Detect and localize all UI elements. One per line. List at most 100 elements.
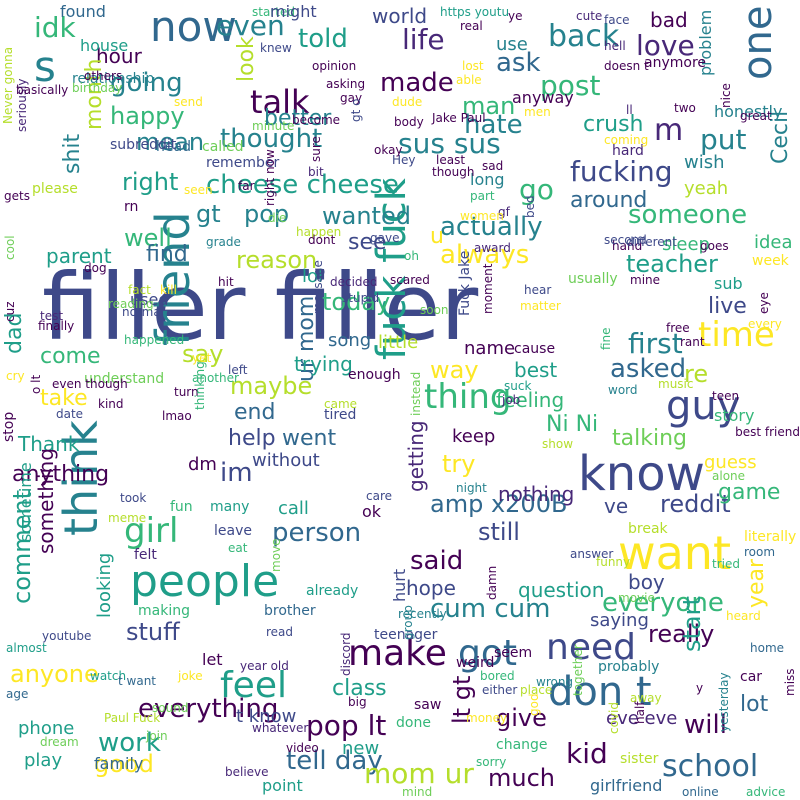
- word-cloud-word: reason: [236, 246, 318, 274]
- word-cloud-word: try: [442, 450, 476, 478]
- word-cloud-word: today: [322, 288, 391, 316]
- word-cloud-word: face: [604, 13, 630, 27]
- word-cloud-word: feel: [220, 665, 287, 706]
- word-cloud-word: new: [342, 738, 380, 759]
- word-cloud-word: use: [496, 34, 528, 55]
- word-cloud-word: said: [410, 546, 464, 576]
- word-cloud-word: hate: [464, 110, 523, 140]
- word-cloud-word: bit: [308, 165, 324, 179]
- word-cloud-word: o lt: [29, 374, 43, 394]
- word-cloud-word: name: [464, 338, 516, 359]
- word-cloud-word: soon: [420, 303, 449, 317]
- word-cloud-word: money: [466, 711, 508, 725]
- word-cloud-word: online: [682, 785, 719, 799]
- word-cloud-word: year old: [240, 659, 289, 673]
- word-cloud-word: instead: [409, 371, 423, 416]
- word-cloud-word: asked: [610, 354, 687, 384]
- word-cloud-word: Jake Paul: [432, 111, 486, 125]
- word-cloud-word: world: [372, 4, 428, 28]
- word-cloud-word: award: [474, 241, 511, 255]
- word-cloud-word: wish: [684, 152, 725, 173]
- word-cloud-word: maybe: [230, 372, 313, 400]
- word-cloud-word: started: [252, 5, 295, 19]
- word-cloud-word: anything: [12, 462, 110, 487]
- word-cloud-word: read: [266, 625, 294, 639]
- word-cloud-word: come: [40, 344, 101, 369]
- word-cloud-word: many: [210, 499, 250, 515]
- word-cloud-word: always: [440, 240, 530, 270]
- word-cloud-word: weird: [456, 655, 495, 671]
- word-cloud-word: start: [678, 596, 706, 652]
- word-cloud-word: pop: [244, 200, 290, 228]
- word-cloud-word: join: [146, 729, 168, 743]
- word-cloud-word: better: [264, 106, 332, 131]
- word-cloud-word: cute: [576, 9, 603, 23]
- word-cloud-word: still: [478, 518, 520, 546]
- word-cloud-word: honestly: [714, 102, 783, 121]
- word-cloud-word: something: [34, 448, 58, 554]
- word-cloud-word: t want: [118, 674, 156, 688]
- word-cloud-word: knew: [260, 41, 292, 55]
- word-cloud-word: recently: [398, 607, 447, 621]
- word-cloud-word: covid: [607, 702, 621, 734]
- word-cloud-word: call: [278, 498, 309, 519]
- word-cloud-word: yesterday: [717, 672, 731, 732]
- word-cloud-word: rant: [680, 335, 705, 349]
- word-cloud-word: point: [262, 776, 303, 795]
- word-cloud-word: girlfriend: [590, 776, 663, 795]
- word-cloud-word: body: [394, 115, 424, 129]
- word-cloud-word: post: [540, 69, 601, 102]
- word-cloud-word: become: [292, 113, 341, 127]
- word-cloud-word: Thank: [18, 432, 80, 456]
- word-cloud-word: eve eve: [606, 708, 678, 729]
- word-cloud-word: youtube: [42, 629, 92, 643]
- word-cloud-word: wrong: [536, 675, 574, 689]
- word-cloud-word: people: [130, 556, 280, 607]
- word-cloud-word: right: [122, 168, 179, 196]
- word-cloud-word: year: [744, 558, 769, 608]
- word-cloud-word: coming: [604, 133, 649, 147]
- word-cloud-word: well: [124, 224, 172, 252]
- word-cloud-word: others: [84, 69, 123, 83]
- word-cloud-word: looking: [94, 552, 115, 618]
- word-cloud-word: will: [684, 710, 727, 740]
- word-cloud-word: seem: [494, 645, 533, 661]
- word-cloud-word: guess: [704, 452, 757, 473]
- word-cloud-word: amp x200B: [430, 490, 568, 518]
- word-cloud-word: make: [348, 633, 447, 674]
- word-cloud-word: love: [636, 29, 695, 62]
- word-cloud-word: want: [618, 526, 732, 580]
- word-cloud-word: cheese cheese: [206, 170, 399, 200]
- word-cloud-word: getting: [404, 420, 428, 492]
- word-cloud-word: almost: [6, 641, 47, 655]
- word-cloud-word: two: [674, 101, 696, 115]
- word-cloud-word: room: [744, 545, 776, 559]
- word-cloud-word: hand: [612, 239, 643, 253]
- word-cloud-word: minute: [252, 119, 295, 133]
- word-cloud-word: understand: [84, 371, 165, 387]
- word-cloud-word: though: [432, 165, 475, 179]
- word-cloud-word: discord: [339, 632, 353, 676]
- word-cloud-word: hear: [524, 283, 552, 297]
- word-cloud-word: funny: [596, 555, 631, 569]
- word-cloud-word: help: [228, 426, 276, 451]
- word-cloud-word: teacher: [626, 250, 718, 278]
- word-cloud-word: best: [514, 358, 558, 382]
- word-cloud-word: fun: [170, 499, 193, 515]
- word-cloud-word: test: [40, 309, 64, 323]
- word-cloud-word: without: [252, 450, 320, 471]
- word-cloud-word: half: [633, 701, 647, 724]
- word-cloud-word: sure: [309, 136, 323, 162]
- word-cloud-word: head: [156, 139, 191, 155]
- word-cloud-word: best friend: [735, 425, 800, 439]
- word-cloud-word: joke: [178, 669, 203, 683]
- word-cloud-word: Fuck Jake: [457, 250, 473, 316]
- word-cloud-word: damn: [485, 565, 499, 600]
- word-cloud-word: kind: [98, 397, 124, 411]
- word-cloud-word: video: [286, 741, 319, 755]
- word-cloud-word: came: [324, 397, 358, 411]
- word-cloud-word: dm: [188, 454, 217, 475]
- word-cloud-word: teen: [712, 389, 740, 403]
- word-cloud-word: went: [282, 426, 337, 451]
- word-cloud-word: story: [714, 406, 755, 425]
